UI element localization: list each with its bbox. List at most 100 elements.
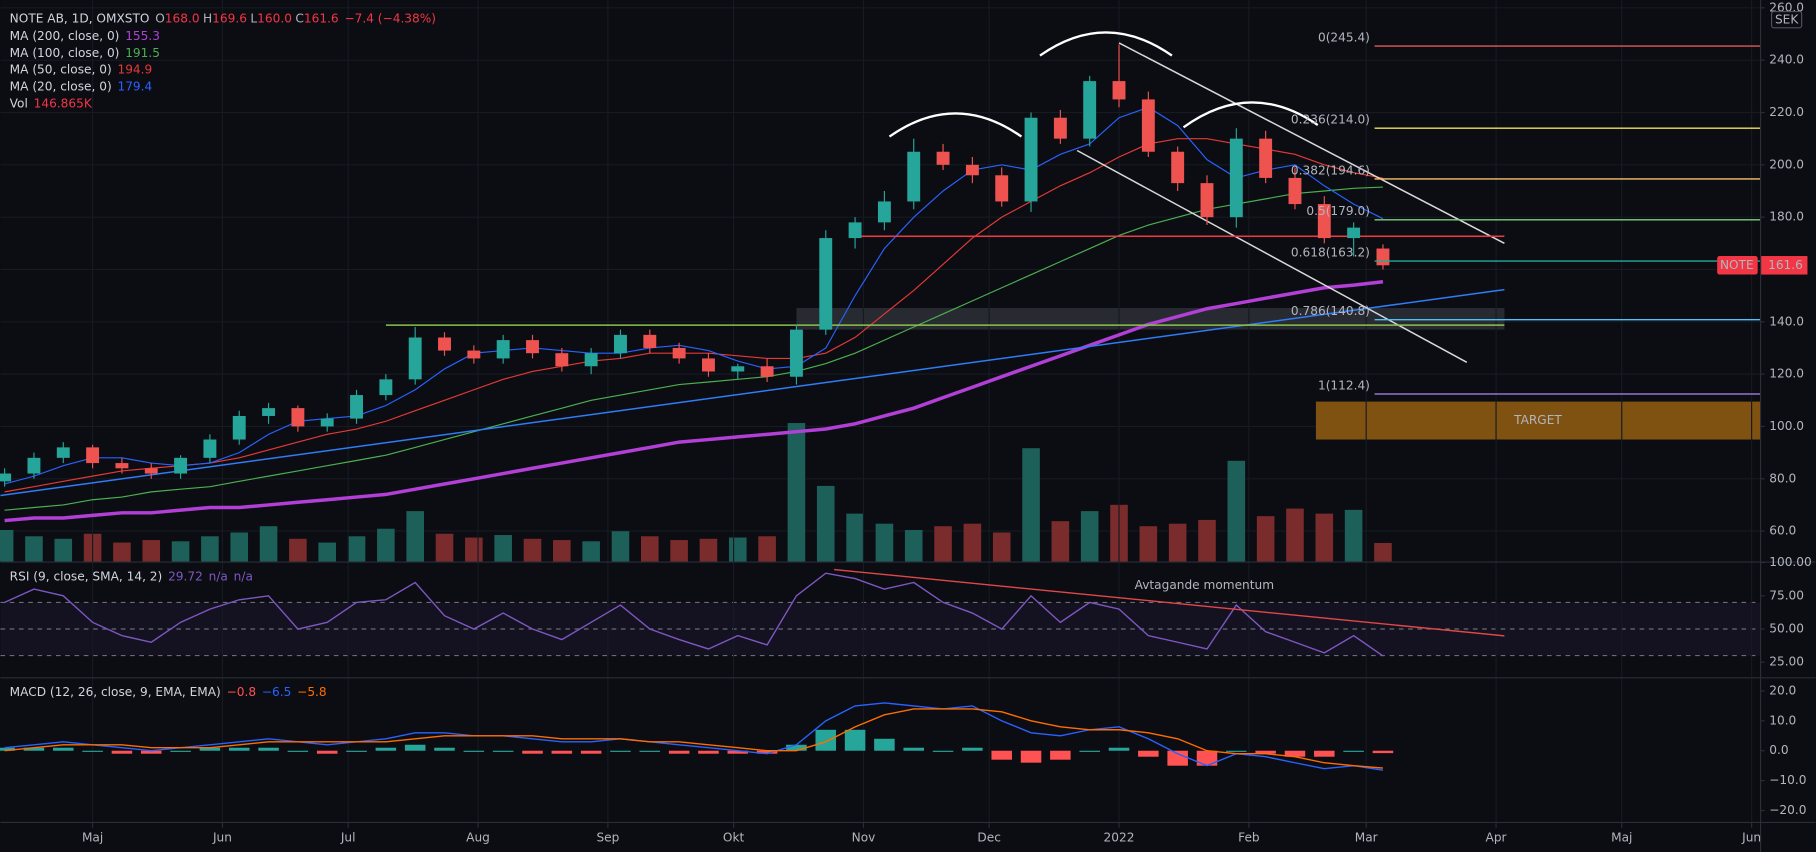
price-tag-bg bbox=[1717, 256, 1758, 275]
macd-histogram-bar bbox=[463, 750, 485, 752]
x-tick-label: Apr bbox=[1486, 831, 1507, 845]
shoulder-arc bbox=[1182, 101, 1319, 129]
macd-histogram-bar bbox=[1108, 747, 1130, 751]
volume-bar bbox=[171, 541, 190, 562]
candle-body bbox=[614, 334, 627, 354]
x-tick-label: Mar bbox=[1355, 831, 1378, 845]
volume-bar bbox=[992, 532, 1011, 562]
candle-body bbox=[789, 329, 803, 377]
candle-body bbox=[760, 366, 774, 377]
y-tick-label: 0.0 bbox=[1769, 743, 1788, 757]
macd-histogram-bar bbox=[170, 750, 191, 752]
candle-body bbox=[1200, 183, 1214, 218]
y-tick-label: 200.0 bbox=[1769, 157, 1804, 171]
legend-text: 169.6 bbox=[212, 11, 247, 25]
volume-bar bbox=[670, 540, 688, 562]
volume-bar bbox=[816, 485, 835, 562]
legend-text: H bbox=[203, 11, 212, 25]
y-tick-label: 50.00 bbox=[1769, 621, 1804, 635]
candle-body bbox=[995, 175, 1009, 202]
macd-histogram-bar bbox=[580, 750, 602, 754]
legend-line: MA (50, close, 0) 194.9 bbox=[10, 62, 153, 76]
legend-text: 194.9 bbox=[117, 62, 152, 76]
x-tick-label: Jul bbox=[340, 831, 356, 845]
macd-histogram-bar bbox=[316, 750, 338, 754]
volume-bar bbox=[1139, 526, 1158, 562]
candle-body bbox=[1141, 99, 1155, 152]
price-tag-value: 161.6 bbox=[1768, 258, 1803, 272]
volume-bar bbox=[1051, 521, 1070, 562]
x-tick-label: Jun bbox=[212, 831, 232, 845]
fib-label: 0.382(194.6) bbox=[1291, 163, 1370, 177]
macd-histogram-bar bbox=[404, 744, 426, 751]
macd-histogram-bar bbox=[199, 747, 221, 751]
candle-body bbox=[0, 473, 12, 482]
x-tick-label: Sep bbox=[596, 831, 619, 845]
candle-body bbox=[438, 337, 451, 351]
legend-text: 179.4 bbox=[117, 79, 152, 93]
volume-bar bbox=[1344, 509, 1363, 562]
candle-body bbox=[203, 439, 217, 458]
legend-text: n/a bbox=[209, 569, 228, 583]
candle-body bbox=[701, 358, 715, 372]
candle-body bbox=[232, 415, 246, 440]
legend-text: MACD (12, 26, close, 9, EMA, EMA) bbox=[10, 685, 221, 699]
candle-body bbox=[584, 353, 598, 367]
candle-body bbox=[1259, 138, 1273, 178]
macd-histogram-bar bbox=[258, 747, 279, 751]
candle-body bbox=[86, 447, 100, 464]
legend-line: MACD (12, 26, close, 9, EMA, EMA) −0.8 −6.… bbox=[10, 685, 327, 699]
candle-body bbox=[819, 238, 833, 330]
legend-line: NOTE AB, 1D, OMXSTO O168.0 H169.6 L160.0 C16… bbox=[10, 11, 436, 25]
candle-body bbox=[907, 151, 921, 202]
candle-body bbox=[731, 366, 745, 372]
volume-bar bbox=[728, 537, 747, 562]
legend-text: 155.3 bbox=[125, 28, 160, 42]
volume-bar bbox=[641, 536, 659, 562]
macd-histogram-bar bbox=[346, 750, 367, 752]
ma-line bbox=[4, 186, 1383, 511]
legend-line: MA (20, close, 0) 179.4 bbox=[10, 79, 153, 93]
y-tick-label: 75.00 bbox=[1769, 588, 1804, 602]
price-tag-bg bbox=[1761, 256, 1808, 275]
volume-bar bbox=[1286, 508, 1304, 562]
x-tick-label: Jun bbox=[1741, 831, 1761, 845]
macd-histogram-bar bbox=[1050, 750, 1071, 760]
target-label: TARGET bbox=[1513, 413, 1562, 427]
trend-line bbox=[0, 288, 1505, 497]
candle-body bbox=[144, 468, 158, 474]
candle-body bbox=[350, 395, 363, 419]
legend-line: MA (100, close, 0) 191.5 bbox=[10, 45, 160, 59]
legend-text: RSI (9, close, SMA, 14, 2) bbox=[10, 569, 163, 583]
legend-text: −6.5 bbox=[262, 685, 291, 699]
x-tick-label: Feb bbox=[1238, 831, 1260, 845]
candle-body bbox=[56, 447, 70, 458]
legend-text: 160.0 bbox=[257, 11, 292, 25]
volume-bar bbox=[934, 526, 952, 562]
macd-histogram-bar bbox=[610, 750, 631, 752]
legend-text: MA (100, close, 0) bbox=[10, 45, 120, 59]
macd-histogram-bar bbox=[551, 750, 573, 754]
candle-body bbox=[408, 337, 422, 380]
candle-body bbox=[1024, 117, 1038, 202]
legend-text: 146.865K bbox=[34, 96, 93, 110]
y-tick-label: 180.0 bbox=[1769, 210, 1804, 224]
macd-histogram-bar bbox=[1079, 750, 1100, 752]
candle-body bbox=[1288, 177, 1302, 205]
y-tick-label: 120.0 bbox=[1769, 367, 1804, 381]
macd-histogram-bar bbox=[1138, 750, 1159, 757]
macd-histogram-bar bbox=[874, 738, 895, 751]
volume-bar bbox=[142, 540, 161, 562]
macd-histogram-bar bbox=[932, 750, 954, 752]
volume-bar bbox=[1022, 448, 1040, 562]
x-tick-label: Aug bbox=[466, 831, 490, 845]
macd-histogram-bar bbox=[786, 744, 807, 751]
volume-bar bbox=[201, 536, 219, 562]
macd-histogram-bar bbox=[639, 750, 661, 752]
candle-body bbox=[379, 379, 393, 396]
candle-body bbox=[1376, 248, 1390, 266]
macd-histogram-bar bbox=[1372, 750, 1394, 754]
volume-bar bbox=[875, 523, 894, 562]
macd-histogram-bar bbox=[1284, 750, 1306, 757]
volume-bar bbox=[582, 541, 600, 562]
